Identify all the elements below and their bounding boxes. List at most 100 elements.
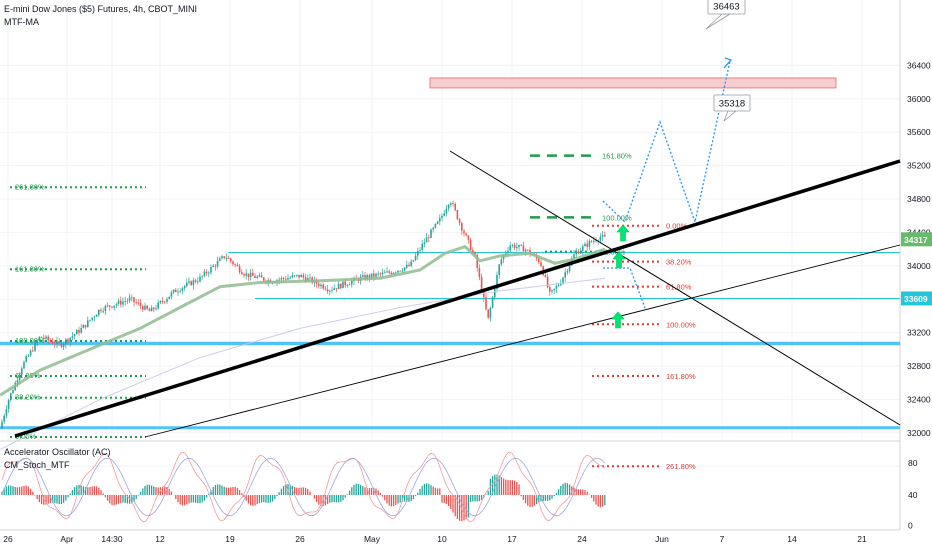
candle-up — [366, 275, 368, 280]
candle-down — [58, 341, 60, 344]
candle-up — [362, 275, 364, 277]
candle-up — [489, 307, 492, 318]
candle-down — [234, 264, 236, 266]
candle-down — [590, 240, 593, 242]
fib-upper-label: 100.00% — [602, 213, 632, 222]
trend-line-thick — [14, 159, 901, 438]
candle-down — [456, 210, 459, 220]
candle-down — [243, 274, 245, 276]
candle-up — [128, 297, 131, 301]
fib-left-label: 261.80% — [15, 182, 45, 191]
supply-zone — [429, 77, 837, 89]
candle-up — [423, 242, 426, 244]
candle-up — [177, 291, 179, 293]
candle-down — [408, 264, 410, 267]
candle-down — [373, 273, 375, 277]
candle-down — [399, 270, 401, 272]
candle-down — [318, 283, 320, 287]
candle-down — [51, 341, 54, 344]
candle-down — [364, 275, 366, 280]
candle-up — [159, 301, 162, 303]
candle-up — [346, 285, 349, 286]
candle-down — [190, 281, 192, 286]
time-tick-label: 19 — [225, 534, 235, 544]
candle-up — [91, 317, 93, 320]
candle-down — [236, 264, 239, 267]
candle-down — [595, 240, 597, 242]
ma-line-slow — [0, 277, 606, 450]
candle-up — [443, 213, 445, 216]
candle-down — [454, 203, 456, 211]
candle-up — [117, 300, 120, 305]
candle-up — [45, 336, 47, 339]
candle-down — [465, 233, 467, 236]
candle-up — [287, 278, 289, 280]
candle-up — [170, 292, 173, 297]
candle-up — [38, 336, 41, 341]
candle-up — [381, 272, 384, 274]
candle-up — [208, 272, 210, 274]
candle-up — [516, 246, 518, 249]
candle-up — [560, 283, 562, 286]
candle-up — [395, 272, 397, 274]
candle-up — [562, 277, 564, 284]
candle-down — [230, 258, 232, 262]
moving-averages — [0, 244, 606, 450]
time-tick-label: 10 — [437, 534, 447, 544]
candle-up — [579, 250, 582, 254]
candle-down — [223, 256, 225, 258]
candle-up — [69, 337, 71, 342]
target-label-upper-box — [707, 0, 746, 15]
up-arrow-icon — [616, 224, 630, 242]
candle-up — [82, 324, 85, 329]
indicator-label-stoch[interactable]: CM_Stoch_MTF — [4, 460, 70, 470]
projection-down — [603, 267, 646, 309]
candle-down — [238, 266, 241, 273]
up-arrow-icon — [611, 311, 625, 329]
candle-up — [425, 237, 428, 243]
price-tick-label: 36000 — [907, 94, 931, 104]
candle-down — [538, 258, 540, 263]
candle-up — [377, 273, 379, 275]
price-tick-label: 34000 — [907, 261, 931, 271]
candle-up — [73, 334, 76, 336]
candle-up — [27, 355, 30, 357]
price-tick-label: 34800 — [907, 194, 931, 204]
candle-up — [5, 409, 8, 416]
arrows — [611, 224, 630, 329]
indicator-label-ac[interactable]: Accelerator Oscillator (AC) — [4, 447, 111, 457]
candle-up — [509, 245, 511, 251]
candle-up — [65, 339, 67, 345]
oscillator-tick-label: 0 — [908, 520, 913, 530]
candle-down — [142, 306, 144, 310]
candle-down — [227, 257, 230, 259]
candle-up — [157, 302, 159, 309]
candle-up — [293, 275, 296, 277]
symbol-title[interactable]: E-mini Dow Jones ($5) Futures, 4h, CBOT_… — [4, 4, 198, 14]
candle-down — [390, 272, 393, 275]
candle-up — [331, 289, 333, 291]
candle-down — [100, 309, 102, 312]
candle-up — [192, 280, 195, 286]
time-tick-label: 7 — [720, 534, 725, 544]
candle-up — [432, 227, 434, 230]
candle-up — [414, 255, 417, 261]
candle-down — [478, 267, 481, 278]
candle-up — [16, 380, 19, 383]
time-tick-label: 14:30 — [101, 534, 123, 544]
time-axis[interactable]: 26 Apr 14:30 12 19 26 May 10 17 24 Jun 7 14 21 — [3, 534, 867, 544]
indicator-label-mtf-ma[interactable]: MTF-MA — [4, 17, 39, 27]
candle-down — [47, 336, 49, 341]
fib-right-label: 38.20% — [666, 258, 692, 267]
candle-up — [401, 270, 404, 272]
candle-down — [302, 275, 305, 278]
candle-up — [575, 251, 577, 255]
candle-up — [296, 274, 298, 276]
candle-up — [23, 361, 25, 369]
candle-up — [93, 316, 96, 318]
candle-up — [370, 273, 373, 278]
candle-up — [201, 275, 203, 277]
candle-up — [106, 305, 109, 307]
